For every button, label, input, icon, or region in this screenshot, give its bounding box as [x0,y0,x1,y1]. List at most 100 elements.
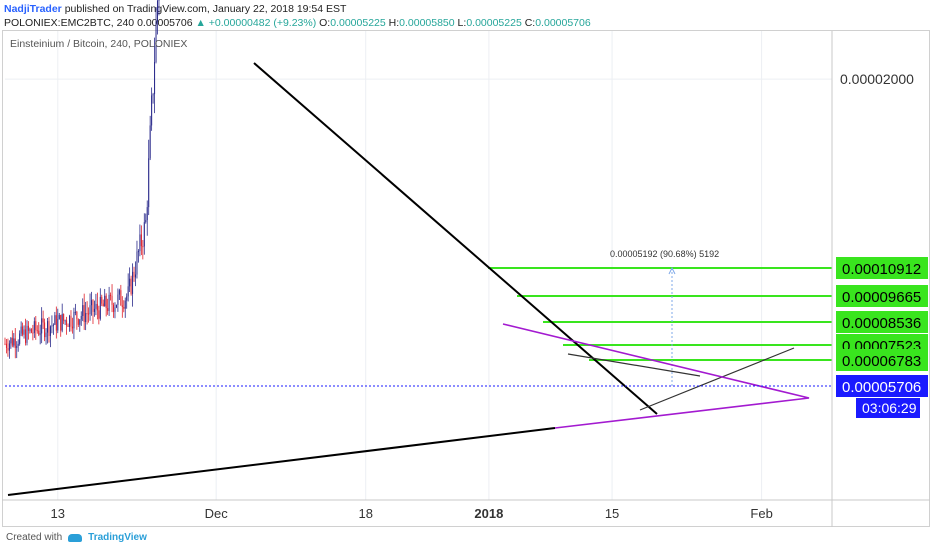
candle-body [17,343,19,346]
candle-body [136,251,138,275]
open-label: O: [319,17,331,29]
footer: Created with TradingView [6,530,147,546]
candle-body [25,329,27,343]
open-value: 0.00005225 [330,17,386,29]
high-value: 0.00005850 [399,17,455,29]
candle-body [158,0,160,1]
candle-body [49,326,51,337]
close-label: C: [524,17,536,29]
candle-body [85,313,87,323]
candle-body [115,304,117,308]
candle-body [60,315,62,331]
support-line[interactable] [639,347,795,411]
candle-body [79,319,81,325]
created-with-label: Created with [6,532,63,543]
candle-body [123,307,125,309]
candle-body [39,333,41,335]
candle-body [92,300,94,312]
candle-body [83,305,85,323]
candle-body [134,274,137,278]
target-price-label: 0.00006783 [842,353,921,370]
candle-body [66,320,68,326]
candle-body [5,343,7,349]
countdown-label: 03:06:29 [862,400,917,416]
resistance-line[interactable] [567,353,701,377]
high-label: H: [388,17,400,29]
candle-body [98,310,100,319]
measure-label: 0.00005192 (90.68%) 5192 [610,249,719,259]
candle-body [8,343,10,351]
x-tick-label: 13 [51,506,65,521]
candle-body [149,125,151,159]
candle-body [41,318,43,334]
target-price-label: 0.00008536 [842,315,921,332]
candle-body [132,271,134,294]
candle-body [19,333,21,344]
candle-body [127,286,129,297]
candle-body [11,337,13,346]
candle-body [54,315,56,325]
x-tick-label: 18 [358,506,372,521]
publish-line: NadjiTrader published on TradingView.com… [4,2,928,16]
candle-body [86,313,88,315]
candle-body [156,0,159,22]
tradingview-logo-icon [68,534,83,542]
candle-body [96,303,98,311]
candle-body [155,21,157,63]
candle-body [95,303,97,309]
symbol-label: POLONIEX:EMC2BTC, 240 [4,17,135,29]
close-value: 0.00005706 [535,17,591,29]
candle-body [47,321,49,333]
candle-body [55,315,57,331]
tradingview-brand[interactable]: TradingView [88,532,147,543]
candle-body [89,305,91,314]
candle-body [121,305,123,308]
candle-body [101,296,103,304]
candle-body [114,307,116,312]
last-price: 0.00005706 [137,17,193,29]
target-price-box [836,285,928,307]
candle-body [82,305,84,316]
low-value: 0.00005225 [466,17,522,29]
candle-body [143,222,145,247]
candle-body [16,345,18,348]
candle-body [36,330,38,332]
chart-title: Einsteinium / Bitcoin, 240, POLONIEX [10,38,187,50]
author-link[interactable]: NadjiTrader [4,3,62,15]
candle-body [137,251,139,253]
candle-body [32,332,34,334]
candle-body [139,234,141,252]
candle-body [146,207,148,221]
ascending-trendline[interactable] [7,427,556,496]
candle-body [35,321,37,331]
candle-body [48,321,50,337]
target-price-label: 0.00009665 [842,289,921,306]
candle-body [108,294,110,312]
candle-body [27,325,29,331]
candle-body [61,314,63,331]
target-price-box [836,311,928,333]
candle-body [142,246,144,248]
candle-body [126,296,128,301]
candle-body [154,62,156,95]
descending-trendline[interactable] [253,62,658,415]
candle-body [104,295,106,307]
candle-body [23,329,25,335]
candle-body [71,326,73,329]
candle-body [102,303,104,307]
candle-body [152,94,154,96]
candle-body [29,329,31,331]
candle-body [13,338,15,346]
candle-body [14,338,16,348]
candle-body [88,313,90,315]
candle-body [80,315,82,320]
current-price-label: 0.00005706 [842,379,921,396]
target-price-box [836,257,928,279]
x-tick-label: 15 [605,506,619,521]
measure-arrow-icon [668,266,676,275]
triangle-pattern[interactable] [502,323,810,429]
candle-body [117,294,119,305]
ohlc-line: POLONIEX:EMC2BTC, 240 0.00005706 ▲ +0.00… [4,16,928,30]
current-price-box [836,375,928,397]
